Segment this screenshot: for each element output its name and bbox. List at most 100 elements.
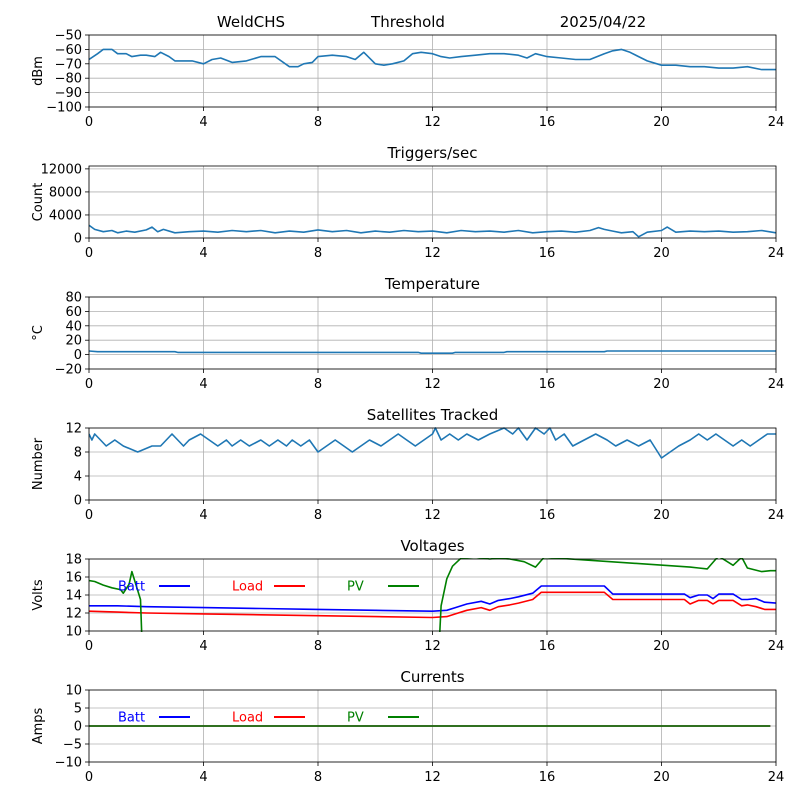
series-group [89,350,776,355]
x-tick-label: 0 [85,115,93,130]
y-tick-label: 12 [65,607,82,622]
panel-6: 0 4 8 12 16 20 24 −10 −5 0 5 10 Currents Amps Batt Load… [31,668,784,785]
x-tick-label: 16 [539,246,556,261]
series-line-1 [89,427,776,459]
grid [88,34,777,108]
panel-title: Satellites Tracked [367,406,498,424]
legend-label-load: Load [232,711,263,726]
x-tick-label: 8 [314,377,322,392]
y-tick-label: 12000 [41,162,82,177]
y-tick-label: 0 [74,720,82,735]
x-tick-label: 8 [314,508,322,523]
x-tick-label: 24 [768,246,785,261]
y-tick-label: 10 [65,625,82,640]
x-tick-label: 24 [768,115,785,130]
series-line-batt [89,585,776,613]
header-mode: Threshold [370,13,445,31]
x-tick-label: 0 [85,508,93,523]
y-tick-label: −5 [63,738,82,753]
x-tick-label: 16 [539,770,556,785]
series-line-load [89,591,776,619]
y-tick-label: −60 [55,43,82,58]
y-tick-label: 8000 [49,185,82,200]
x-tick-label: 8 [314,639,322,654]
panel-title: Temperature [384,275,480,293]
x-tick-label: 24 [768,770,785,785]
panel-title: Triggers/sec [387,144,478,162]
y-tick-label: 0 [74,232,82,247]
panel-title: Currents [400,668,464,686]
x-tick-label: 0 [85,639,93,654]
x-tick-label: 24 [768,377,785,392]
y-tick-label: 5 [74,702,82,717]
y-tick-label: 10 [65,684,82,699]
x-tick-label: 4 [199,115,207,130]
legend: Batt Load PV [118,580,419,595]
y-tick-label: −80 [55,72,82,87]
x-tick-label: 12 [424,377,441,392]
y-tick-label: 60 [65,305,82,320]
legend-label-pv: PV [347,580,364,595]
x-tick-label: 0 [85,246,93,261]
legend-label-batt: Batt [118,711,145,726]
x-tick-label: 8 [314,115,322,130]
x-tick-label: 16 [539,508,556,523]
y-tick-label: 0 [74,348,82,363]
series-group [89,427,776,459]
y-axis-label: °C [31,325,46,341]
x-tick-label: 8 [314,770,322,785]
x-tick-label: 4 [199,508,207,523]
series-line-1 [89,350,776,355]
x-tick-label: 20 [653,508,670,523]
panel-5: 0 4 8 12 16 20 24 10 12 14 16 18 Voltages Volts Batt Lo… [31,537,785,654]
series-line-1 [89,48,776,71]
x-tick-label: 16 [539,377,556,392]
y-tick-label: 4000 [49,208,82,223]
legend-label-pv: PV [347,711,364,726]
y-tick-label: 12 [65,422,82,437]
y-tick-label: −10 [55,756,82,771]
x-tick-label: 12 [424,770,441,785]
y-axis-label: dBm [31,56,46,86]
y-axis-label: Number [31,437,46,490]
panel-4: 0 4 8 12 16 20 24 0 4 8 12 Satellites Tracked Number [31,406,784,523]
y-tick-label: 8 [74,446,82,461]
y-tick-label: −90 [55,86,82,101]
y-tick-label: 16 [65,571,82,586]
y-tick-label: 4 [74,470,82,485]
x-tick-label: 20 [653,115,670,130]
y-tick-label: 0 [74,494,82,509]
grid [88,558,777,632]
series-group [89,224,776,238]
x-tick-label: 16 [539,115,556,130]
x-tick-label: 24 [768,508,785,523]
x-tick-label: 24 [768,639,785,654]
y-tick-label: 14 [65,589,82,604]
y-tick-label: 18 [65,553,82,568]
y-tick-label: −70 [55,57,82,72]
series-line-1 [89,224,776,238]
x-tick-label: 4 [199,639,207,654]
panel-title: Voltages [400,537,464,555]
y-tick-label: −100 [46,101,82,116]
grid [88,296,777,370]
x-tick-label: 20 [653,770,670,785]
x-tick-label: 20 [653,639,670,654]
x-tick-label: 12 [424,246,441,261]
grid [88,166,777,239]
y-axis-label: Count [31,183,46,222]
y-tick-label: −20 [55,363,82,378]
y-tick-label: 20 [65,334,82,349]
x-tick-label: 4 [199,246,207,261]
header-date: 2025/04/22 [560,13,646,31]
x-tick-label: 16 [539,639,556,654]
x-tick-label: 12 [424,508,441,523]
figure-header: WeldCHS Threshold 2025/04/22 [217,13,646,31]
legend: Batt Load PV [118,711,419,726]
y-axis-label: Amps [31,707,46,744]
x-tick-label: 8 [314,246,322,261]
x-tick-label: 20 [653,246,670,261]
